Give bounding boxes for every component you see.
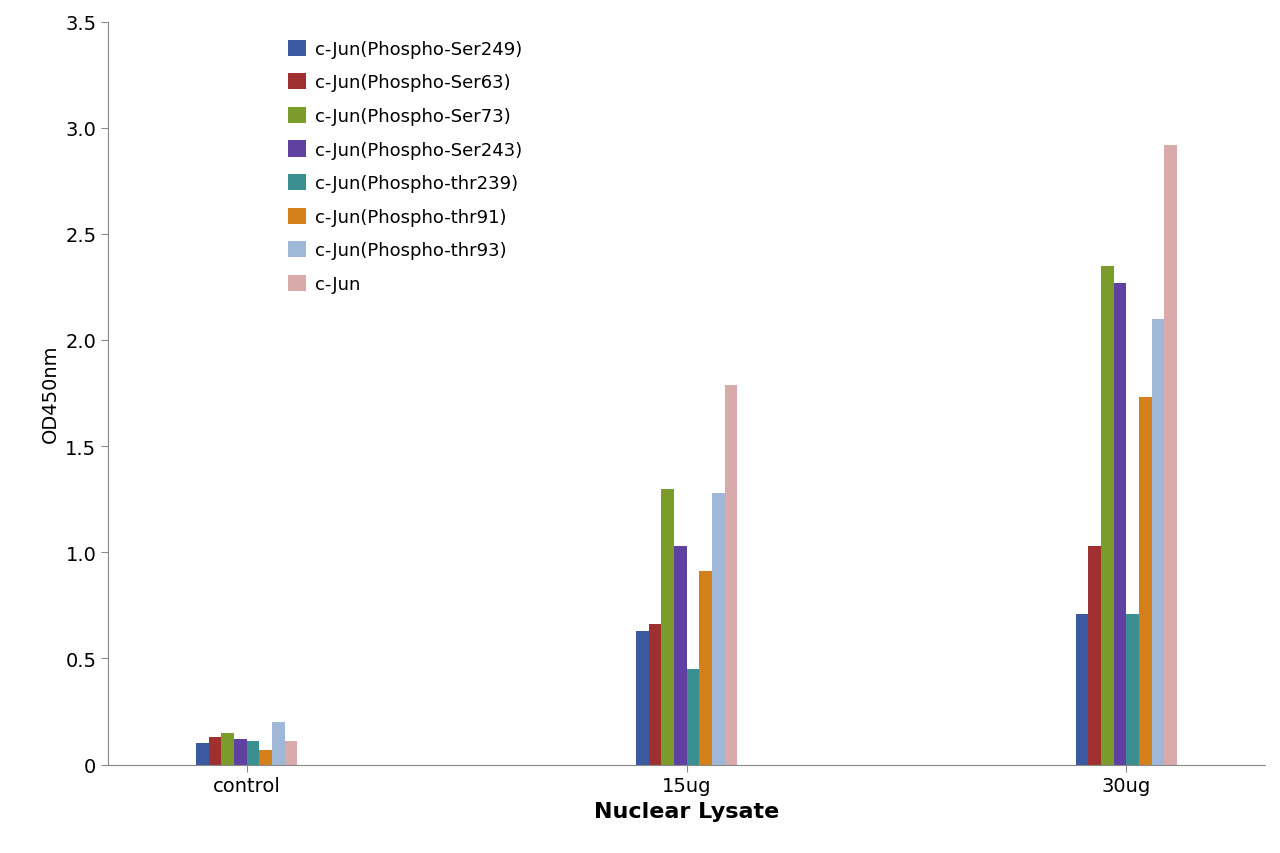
Bar bbox=[1139, 397, 1152, 764]
Bar bbox=[662, 489, 673, 764]
Bar bbox=[686, 670, 699, 764]
X-axis label: Nuclear Lysate: Nuclear Lysate bbox=[594, 801, 780, 821]
Bar bbox=[1088, 546, 1101, 764]
Y-axis label: OD450nm: OD450nm bbox=[41, 345, 60, 443]
Bar bbox=[724, 385, 737, 764]
Bar bbox=[221, 733, 234, 764]
Bar bbox=[673, 546, 686, 764]
Bar bbox=[636, 631, 649, 764]
Bar bbox=[649, 624, 662, 764]
Legend: c-Jun(Phospho-Ser249), c-Jun(Phospho-Ser63), c-Jun(Phospho-Ser73), c-Jun(Phospho: c-Jun(Phospho-Ser249), c-Jun(Phospho-Ser… bbox=[279, 32, 531, 303]
Bar bbox=[1101, 266, 1114, 764]
Bar bbox=[1165, 146, 1178, 764]
Bar bbox=[196, 744, 209, 764]
Bar bbox=[712, 493, 724, 764]
Bar bbox=[1152, 319, 1165, 764]
Bar bbox=[1126, 614, 1139, 764]
Bar bbox=[209, 737, 221, 764]
Bar bbox=[247, 741, 260, 764]
Bar bbox=[699, 572, 712, 764]
Bar bbox=[1114, 283, 1126, 764]
Bar bbox=[1075, 614, 1088, 764]
Bar bbox=[260, 750, 273, 764]
Bar bbox=[273, 722, 284, 764]
Bar bbox=[284, 741, 297, 764]
Bar bbox=[234, 740, 247, 764]
